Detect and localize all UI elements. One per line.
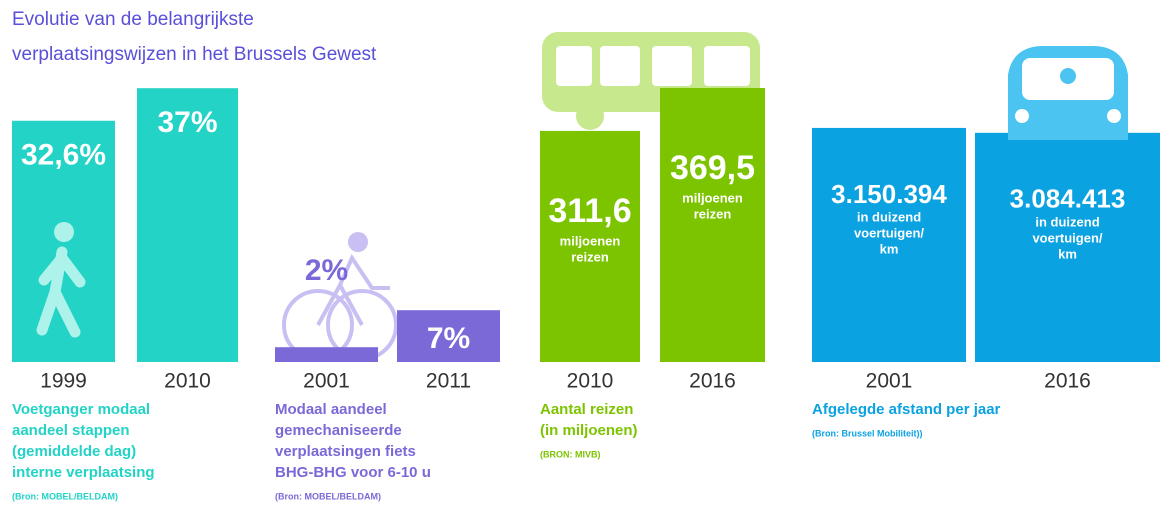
category-label: 2010 [164, 370, 211, 393]
caption: aandeel stappen [12, 422, 130, 439]
caption: Modaal aandeel [275, 401, 387, 418]
walker-head [54, 222, 74, 242]
value-label: 7% [427, 322, 470, 355]
category-label: 2001 [866, 370, 913, 393]
car-icon [1008, 46, 1128, 140]
caption: BHG-BHG voor 6-10 u [275, 464, 431, 481]
bar [397, 310, 500, 362]
source: (Bron: MOBEL/BELDAM) [275, 491, 381, 501]
unit-label: reizen [694, 206, 732, 221]
value-label: 311,6 [548, 192, 631, 230]
category-label: 2016 [1044, 370, 1091, 393]
category-label: 2010 [567, 370, 614, 393]
walker-body [36, 246, 86, 338]
bike-frame [316, 253, 390, 326]
caption: verplaatsingen fiets [275, 443, 416, 460]
unit-label: voertuigen/ [1032, 230, 1102, 245]
value-label: 3.084.413 [1010, 184, 1126, 214]
category-label: 2016 [689, 370, 736, 393]
bar [660, 87, 765, 363]
bike-icon [282, 232, 398, 361]
car-light [1107, 109, 1121, 123]
value-label: 369,5 [670, 149, 755, 187]
unit-label: in duizend [1035, 214, 1099, 229]
category-label: 1999 [40, 370, 87, 393]
caption: gemechaniseerde [275, 422, 402, 439]
source: (BRON: MIVB) [540, 449, 601, 459]
bar [275, 347, 378, 362]
unit-label: miljoenen [560, 233, 621, 248]
unit-label: voertuigen/ [854, 225, 924, 240]
source: (Bron: Brussel Mobiliteit)) [812, 428, 923, 438]
caption: (in miljoenen) [540, 422, 638, 439]
unit-label: km [880, 241, 899, 256]
walker-icon [36, 222, 86, 338]
unit-label: km [1058, 246, 1077, 261]
value-label: 2% [305, 254, 348, 287]
value-label: 32,6% [21, 139, 106, 172]
bar [137, 88, 238, 362]
caption: Aantal reizen [540, 401, 633, 418]
value-label: 3.150.394 [831, 179, 947, 209]
caption: Afgelegde afstand per jaar [812, 401, 1001, 418]
title-line: Evolutie van de belangrijkste [12, 9, 254, 30]
caption: Voetganger modaal [12, 401, 150, 418]
category-label: 2001 [303, 370, 350, 393]
title-line: verplaatsingswijzen in het Brussels Gewe… [12, 44, 377, 65]
category-label: 2011 [426, 370, 471, 393]
bike-head [348, 232, 368, 252]
unit-label: reizen [571, 249, 609, 264]
car-light [1015, 109, 1029, 123]
caption: (gemiddelde dag) [12, 443, 136, 460]
unit-label: in duizend [857, 209, 921, 224]
source: (Bron: MOBEL/BELDAM) [12, 491, 118, 501]
car-driver [1060, 68, 1076, 84]
bar [540, 130, 640, 362]
bar [812, 127, 966, 363]
caption: interne verplaatsing [12, 464, 155, 481]
value-label: 37% [157, 106, 217, 139]
unit-label: miljoenen [682, 190, 743, 205]
bar [975, 132, 1160, 362]
